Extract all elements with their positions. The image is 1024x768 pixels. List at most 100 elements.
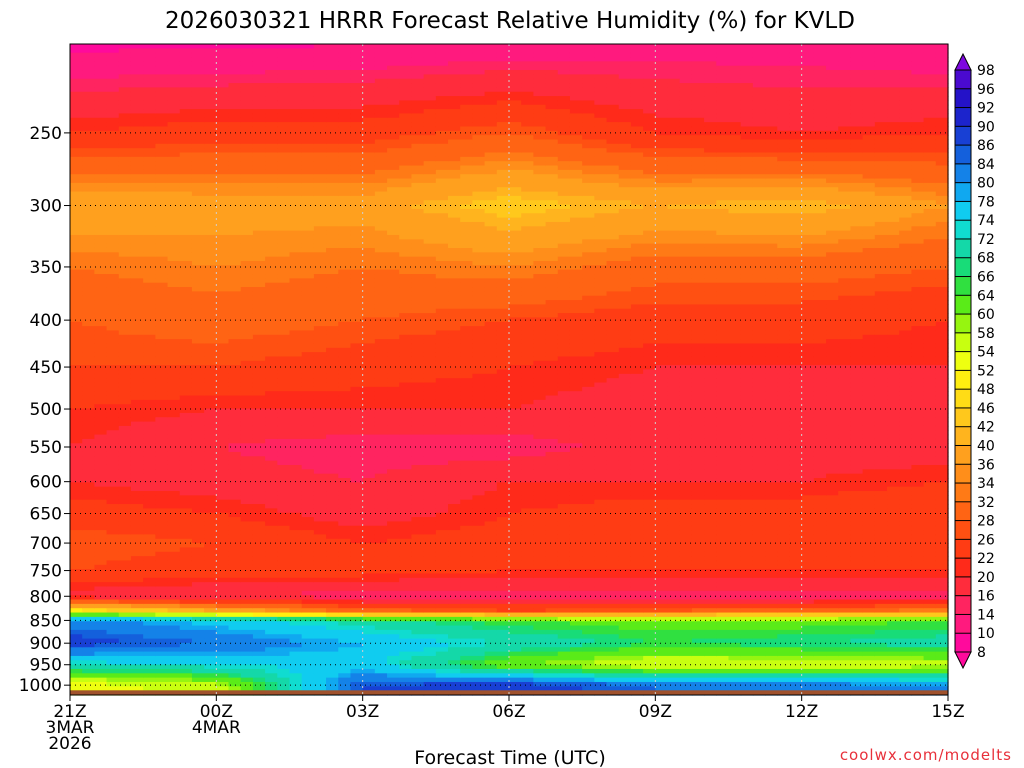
- heat-cell: [228, 122, 242, 128]
- heat-cell: [191, 538, 205, 544]
- heat-cell: [350, 603, 364, 609]
- heat-cell: [204, 482, 217, 488]
- heat-cell: [338, 109, 352, 115]
- heat-cell: [326, 174, 339, 180]
- heat-cell: [70, 660, 83, 666]
- heat-cell: [362, 660, 376, 666]
- heat-cell: [106, 304, 120, 310]
- heat-cell: [362, 291, 376, 297]
- heat-cell: [70, 556, 83, 562]
- heat-cell: [118, 395, 132, 401]
- heat-cell: [70, 57, 83, 62]
- heat-cell: [326, 660, 339, 666]
- heat-cell: [240, 74, 254, 80]
- heat-cell: [252, 408, 266, 414]
- heat-cell: [204, 274, 217, 279]
- heat-cell: [204, 269, 217, 275]
- heat-cell: [106, 239, 120, 245]
- heat-cell: [265, 148, 278, 154]
- heat-cell: [204, 70, 217, 75]
- heat-cell: [167, 456, 181, 462]
- heat-cell: [399, 621, 413, 627]
- heat-cell: [399, 308, 413, 314]
- heat-cell: [106, 447, 120, 453]
- heat-cell: [277, 356, 291, 362]
- heat-cell: [301, 629, 315, 635]
- heat-cell: [240, 638, 254, 644]
- heat-cell: [106, 560, 120, 566]
- heat-cell: [387, 243, 400, 249]
- heat-cell: [82, 482, 95, 488]
- heat-cell: [228, 65, 242, 71]
- heat-cell: [387, 399, 400, 405]
- heat-cell: [399, 491, 413, 496]
- heat-cell: [448, 313, 461, 319]
- heat-cell: [252, 577, 266, 583]
- heat-cell: [179, 590, 193, 596]
- heat-cell: [228, 109, 242, 115]
- heat-cell: [399, 78, 413, 84]
- heat-cell: [289, 625, 303, 631]
- heat-cell: [313, 174, 327, 180]
- heat-cell: [472, 239, 486, 245]
- heat-cell: [82, 608, 95, 614]
- heat-cell: [191, 642, 205, 648]
- heat-cell: [130, 135, 144, 141]
- heat-cell: [106, 686, 120, 692]
- heat-cell: [423, 113, 437, 119]
- heat-cell: [228, 174, 242, 180]
- heat-cell: [204, 44, 217, 49]
- heat-cell: [350, 287, 364, 292]
- heat-cell: [277, 291, 291, 297]
- heat-cell: [326, 438, 339, 444]
- heat-cell: [435, 491, 449, 496]
- heat-cell: [435, 304, 449, 310]
- heat-cell: [216, 61, 230, 67]
- heat-cell: [155, 482, 169, 488]
- heat-cell: [289, 451, 303, 457]
- heat-cell: [252, 295, 266, 301]
- heat-cell: [423, 343, 437, 349]
- heat-cell: [118, 382, 132, 388]
- heat-cell: [252, 148, 266, 154]
- heat-cell: [326, 421, 339, 427]
- heat-cell: [338, 582, 352, 588]
- heat-cell: [423, 451, 437, 457]
- heat-cell: [228, 204, 242, 210]
- heat-cell: [228, 161, 242, 167]
- heat-cell: [155, 681, 169, 687]
- heat-cell: [130, 130, 144, 136]
- heat-cell: [252, 655, 266, 661]
- heat-cell: [179, 217, 193, 223]
- heat-cell: [228, 677, 242, 683]
- heat-cell: [374, 187, 388, 193]
- heat-cell: [448, 577, 461, 583]
- heat-cell: [228, 165, 242, 171]
- heat-cell: [167, 213, 181, 219]
- heat-cell: [423, 221, 437, 227]
- heat-cell: [460, 438, 474, 444]
- heat-cell: [265, 473, 278, 479]
- heat-cell: [240, 360, 254, 366]
- heat-cell: [70, 564, 83, 570]
- heat-cell: [411, 117, 425, 123]
- heat-cell: [179, 391, 193, 397]
- heat-cell: [118, 365, 132, 371]
- heat-cell: [350, 269, 364, 275]
- heat-cell: [472, 74, 486, 80]
- heat-cell: [167, 300, 181, 305]
- heat-cell: [167, 512, 181, 518]
- heat-cell: [362, 308, 376, 314]
- heat-cell: [252, 274, 266, 279]
- heat-cell: [179, 399, 193, 405]
- heat-cell: [228, 74, 242, 80]
- heat-cell: [252, 451, 266, 457]
- heat-cell: [387, 434, 400, 440]
- heat-cell: [118, 495, 132, 501]
- heat-cell: [179, 87, 193, 93]
- heat-cell: [204, 234, 217, 240]
- heat-cell: [240, 668, 254, 674]
- heat-cell: [448, 230, 461, 236]
- heat-cell: [301, 382, 315, 388]
- heat-cell: [118, 347, 132, 353]
